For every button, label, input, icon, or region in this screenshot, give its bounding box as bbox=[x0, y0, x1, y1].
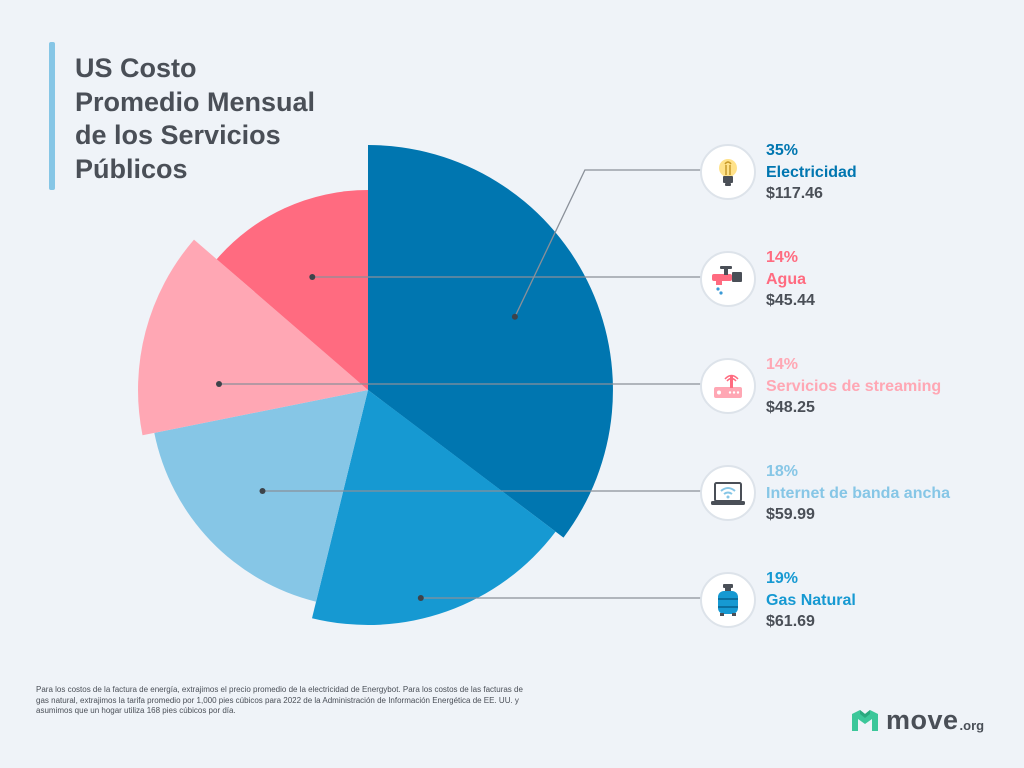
pie-slice-electricidad bbox=[368, 145, 613, 538]
legend-text: 35% Electricidad $117.46 bbox=[766, 140, 857, 205]
water-faucet-icon bbox=[700, 251, 756, 307]
legend-item-agua: 14% Agua $45.44 bbox=[700, 247, 1000, 327]
legend-percent: 14% bbox=[766, 249, 799, 266]
legend-item-servicios-de-streaming: 14% Servicios de streaming $48.25 bbox=[700, 354, 1000, 434]
legend-label: Gas Natural bbox=[766, 591, 856, 609]
pie-slice-agua bbox=[216, 190, 368, 390]
legend-value: $117.46 bbox=[766, 185, 823, 202]
legend-label: Internet de banda ancha bbox=[766, 484, 951, 502]
legend-value: $59.99 bbox=[766, 506, 815, 523]
gas-tank-icon bbox=[700, 572, 756, 628]
leader-line-electricidad bbox=[514, 169, 702, 318]
legend-text: 19% Gas Natural $61.69 bbox=[766, 568, 856, 633]
footnote: Para los costos de la factura de energía… bbox=[36, 685, 523, 715]
chart-title: US Costo Promedio Mensual de los Servici… bbox=[75, 53, 316, 184]
legend-text: 14% Agua $45.44 bbox=[766, 247, 815, 312]
legend-value: $61.69 bbox=[766, 613, 815, 630]
light-bulb-icon bbox=[700, 144, 756, 200]
legend-text: 14% Servicios de streaming $48.25 bbox=[766, 354, 941, 419]
leader-dot-electricidad bbox=[511, 313, 518, 320]
logo-suffix: .org bbox=[959, 717, 985, 733]
laptop-wifi-icon bbox=[700, 465, 756, 521]
router-icon bbox=[700, 358, 756, 414]
logo-word: move bbox=[886, 704, 959, 735]
legend-percent: 35% bbox=[766, 142, 799, 159]
pie-slice-servicios-de-streaming bbox=[138, 239, 368, 436]
legend-label: Agua bbox=[766, 270, 806, 288]
move-logo-icon bbox=[852, 710, 878, 731]
leader-dot-servicios-de-streaming bbox=[216, 381, 222, 387]
move-org-logo: move .org bbox=[850, 703, 984, 737]
legend-item-electricidad: 35% Electricidad $117.46 bbox=[700, 140, 1000, 220]
legend-percent: 19% bbox=[766, 570, 799, 587]
title-accent-bar bbox=[49, 42, 55, 190]
legend-label: Servicios de streaming bbox=[766, 377, 942, 395]
legend-value: $45.44 bbox=[766, 292, 815, 309]
legend-item-internet-de-banda-ancha: 18% Internet de banda ancha $59.99 bbox=[700, 461, 1000, 541]
pie-slice-internet-de-banda-ancha bbox=[154, 390, 368, 602]
legend-label: Electricidad bbox=[766, 163, 857, 181]
legend-text: 18% Internet de banda ancha $59.99 bbox=[766, 461, 950, 526]
leader-dot-agua bbox=[309, 274, 316, 280]
legend-percent: 18% bbox=[766, 463, 799, 480]
legend-item-gas-natural: 19% Gas Natural $61.69 bbox=[700, 568, 1000, 648]
leader-dot-internet-de-banda-ancha bbox=[259, 488, 266, 494]
leader-dot-gas-natural bbox=[417, 595, 424, 601]
pie-slice-gas-natural bbox=[312, 390, 556, 625]
legend-percent: 14% bbox=[766, 356, 799, 373]
legend-value: $48.25 bbox=[766, 399, 815, 416]
